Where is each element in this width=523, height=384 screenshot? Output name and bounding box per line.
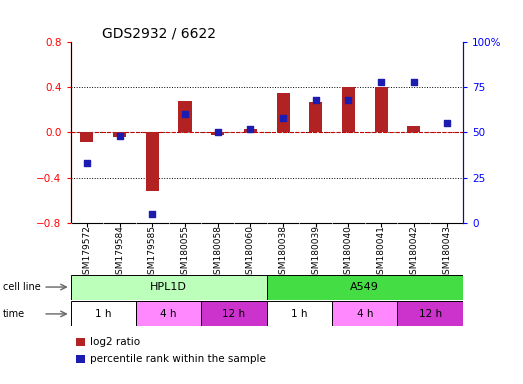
- Text: GDS2932 / 6622: GDS2932 / 6622: [102, 26, 216, 40]
- Text: 1 h: 1 h: [291, 309, 308, 319]
- Bar: [211, 132, 224, 135]
- Bar: [397, 301, 463, 326]
- Point: [246, 126, 255, 132]
- Text: GSM180038: GSM180038: [279, 225, 288, 280]
- Text: GSM180042: GSM180042: [410, 225, 418, 280]
- Text: 4 h: 4 h: [161, 309, 177, 319]
- Text: GSM180043: GSM180043: [442, 225, 451, 280]
- Bar: [146, 132, 159, 191]
- Text: GSM180055: GSM180055: [180, 225, 189, 280]
- Bar: [113, 132, 126, 137]
- Point: [377, 79, 385, 85]
- Bar: [277, 93, 290, 132]
- Text: GSM179584: GSM179584: [115, 225, 124, 280]
- Text: HPL1D: HPL1D: [150, 282, 187, 292]
- Point: [181, 111, 189, 118]
- Text: 12 h: 12 h: [222, 309, 246, 319]
- Point: [148, 210, 156, 217]
- Point: [442, 120, 451, 126]
- Bar: [178, 101, 191, 132]
- Bar: [71, 275, 267, 300]
- Point: [312, 97, 320, 103]
- Text: 1 h: 1 h: [95, 309, 111, 319]
- Bar: [244, 129, 257, 132]
- Bar: [309, 102, 322, 132]
- Point: [116, 133, 124, 139]
- Bar: [267, 275, 463, 300]
- Bar: [374, 88, 388, 132]
- Bar: [136, 301, 201, 326]
- Text: GSM180039: GSM180039: [311, 225, 320, 280]
- Text: percentile rank within the sample: percentile rank within the sample: [90, 354, 266, 364]
- Text: GSM180041: GSM180041: [377, 225, 385, 280]
- Bar: [342, 88, 355, 132]
- Bar: [407, 126, 420, 132]
- Text: 4 h: 4 h: [357, 309, 373, 319]
- Bar: [71, 301, 136, 326]
- Text: GSM179585: GSM179585: [148, 225, 157, 280]
- Point: [213, 129, 222, 136]
- Text: GSM180058: GSM180058: [213, 225, 222, 280]
- Point: [83, 160, 91, 166]
- Text: GSM180060: GSM180060: [246, 225, 255, 280]
- Text: cell line: cell line: [3, 282, 40, 292]
- Text: time: time: [3, 309, 25, 319]
- Bar: [332, 301, 397, 326]
- Point: [410, 79, 418, 85]
- Text: GSM180040: GSM180040: [344, 225, 353, 280]
- Point: [279, 115, 287, 121]
- Text: A549: A549: [350, 282, 379, 292]
- Bar: [81, 132, 94, 142]
- Text: GSM179572: GSM179572: [83, 225, 92, 280]
- Text: 12 h: 12 h: [418, 309, 442, 319]
- Text: log2 ratio: log2 ratio: [90, 337, 141, 347]
- Bar: [267, 301, 332, 326]
- Point: [344, 97, 353, 103]
- Bar: [201, 301, 267, 326]
